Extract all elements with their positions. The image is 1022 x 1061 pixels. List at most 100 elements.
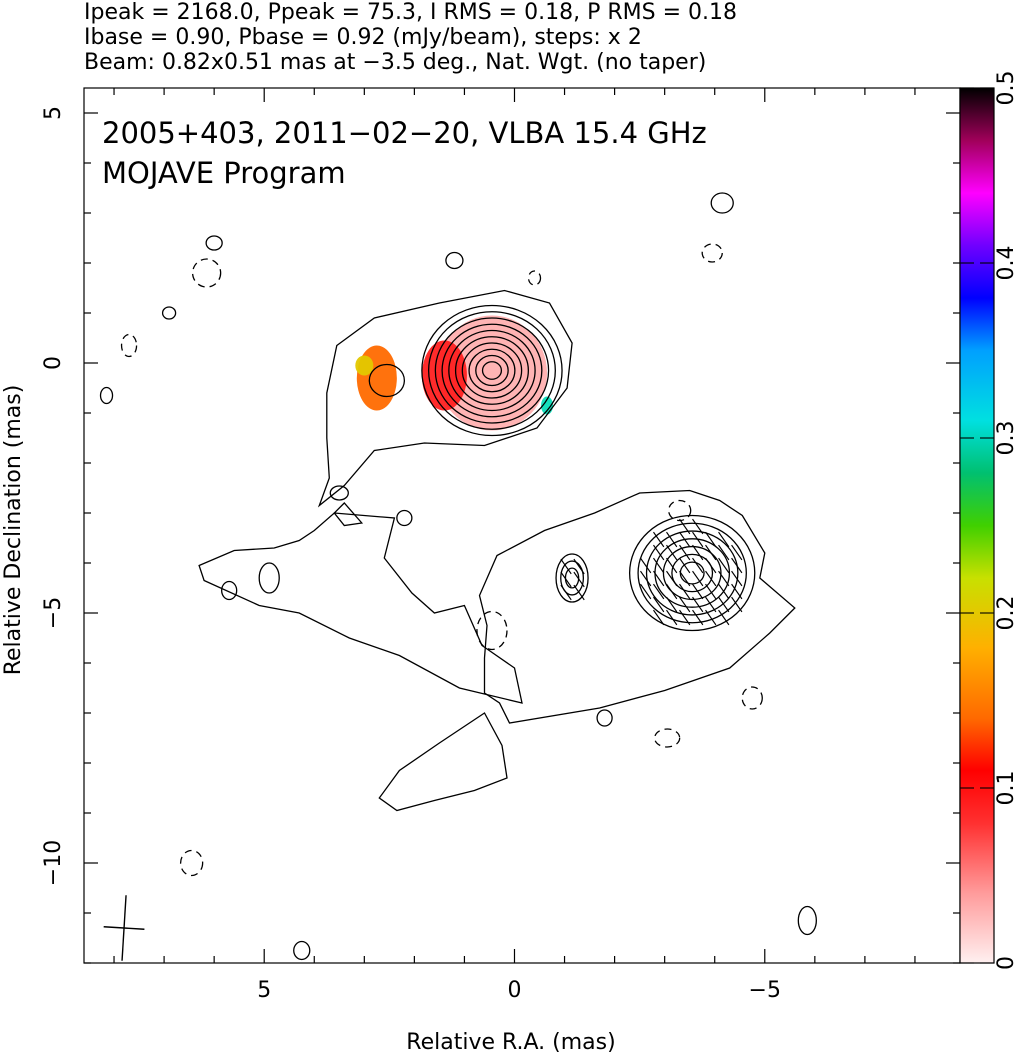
evpa-tick-1 bbox=[573, 584, 585, 601]
evpa-tick-0 bbox=[718, 531, 730, 548]
evpa-tick-0 bbox=[692, 518, 704, 535]
south-knot-contour-1 bbox=[560, 560, 585, 596]
x-axis-label: Relative R.A. (mas) bbox=[406, 1030, 616, 1055]
evpa-tick-0 bbox=[666, 583, 678, 600]
core-contour-2 bbox=[434, 317, 550, 424]
evpa-tick-0 bbox=[640, 557, 652, 574]
polarization-layer bbox=[355, 315, 554, 431]
small-contour-2 bbox=[99, 386, 114, 405]
axes-layer: 5 0 −5 5 0 −5 −10 bbox=[41, 87, 961, 1003]
small-contour-1 bbox=[161, 306, 177, 320]
outer-contour-0 bbox=[317, 289, 573, 508]
evpa-tick-0 bbox=[653, 570, 665, 587]
evpa-tick-0 bbox=[679, 583, 691, 600]
evpa-tick-0 bbox=[653, 531, 665, 548]
evpa-tick-0 bbox=[731, 557, 743, 574]
pol-region-2 bbox=[356, 345, 397, 411]
evpa-tick-0 bbox=[679, 609, 691, 626]
evpa-tick-0 bbox=[666, 557, 678, 574]
evpa-tick-0 bbox=[666, 609, 678, 626]
colorbar-tick-label: 0.3 bbox=[994, 421, 1019, 456]
small-contour-4 bbox=[710, 192, 734, 214]
negative-contour-0 bbox=[191, 258, 222, 288]
y-tick-label: −5 bbox=[41, 597, 66, 629]
evpa-tick-0 bbox=[705, 531, 717, 548]
core-contour-8 bbox=[475, 354, 509, 387]
negative-contour-1 bbox=[120, 333, 138, 358]
evpa-tick-0 bbox=[731, 570, 743, 587]
pol-region-3 bbox=[355, 355, 374, 376]
evpa-tick-1 bbox=[560, 571, 572, 588]
south-feature-contour-1 bbox=[637, 522, 747, 624]
small-contour-3 bbox=[445, 251, 464, 270]
y-tick-label: 0 bbox=[41, 356, 66, 370]
negative-contour-3 bbox=[654, 728, 681, 748]
evpa-tick-0 bbox=[705, 544, 717, 561]
colorbar-tick-label: 0.5 bbox=[994, 71, 1019, 106]
evpa-tick-0 bbox=[718, 596, 730, 613]
x-tick-label: 5 bbox=[257, 978, 271, 1003]
evpa-tick-0 bbox=[679, 531, 691, 548]
core-contour-1 bbox=[427, 311, 556, 430]
negative-contour-4 bbox=[741, 686, 763, 710]
evpa-tick-1 bbox=[573, 558, 585, 575]
negative-contour-8 bbox=[527, 270, 542, 286]
evpa-tick-0 bbox=[679, 596, 691, 613]
core-contour-3 bbox=[441, 323, 543, 418]
negative-contour-6 bbox=[668, 499, 692, 522]
small-contour-6 bbox=[596, 709, 613, 727]
evpa-tick-0 bbox=[666, 596, 678, 613]
outer-contour-2 bbox=[478, 489, 796, 724]
x-tick-label: 0 bbox=[507, 978, 521, 1003]
evpa-tick-0 bbox=[653, 557, 665, 574]
evpa-tick-0 bbox=[705, 609, 717, 626]
south-feature-contour-6 bbox=[679, 561, 705, 585]
evpa-tick-0 bbox=[666, 570, 678, 587]
evpa-tick-0 bbox=[692, 609, 704, 626]
small-contour-9 bbox=[797, 905, 817, 936]
evpa-tick-0 bbox=[705, 596, 717, 613]
outer-contour-3 bbox=[378, 712, 508, 812]
negative-contour-5 bbox=[701, 243, 723, 263]
evpa-tick-0 bbox=[731, 544, 743, 561]
evpa-tick-0 bbox=[679, 557, 691, 574]
evpa-tick-0 bbox=[705, 557, 717, 574]
header-line-1: Ipeak = 2168.0, Ppeak = 75.3, I RMS = 0.… bbox=[84, 0, 737, 25]
south-feature-contour-0 bbox=[628, 514, 756, 632]
small-contour-0 bbox=[205, 235, 223, 251]
evpa-tick-0 bbox=[718, 544, 730, 561]
core-contour-6 bbox=[461, 342, 523, 399]
beam-minor-axis bbox=[103, 926, 145, 930]
colorbar-tick-label: 0.4 bbox=[994, 246, 1019, 281]
evpa-tick-0 bbox=[692, 544, 704, 561]
south-knot-contour-0 bbox=[555, 553, 589, 603]
header-line-3: Beam: 0.82x0.51 mas at −3.5 deg., Nat. W… bbox=[84, 50, 707, 75]
colorbar-scale bbox=[959, 87, 995, 964]
east-component-contour-0 bbox=[368, 363, 406, 398]
negative-contour-2 bbox=[476, 610, 508, 651]
evpa-tick-0 bbox=[705, 583, 717, 600]
south-feature-contour-5 bbox=[671, 553, 714, 593]
evpa-tick-0 bbox=[679, 544, 691, 561]
evpa-tick-0 bbox=[653, 596, 665, 613]
evpa-tick-0 bbox=[692, 557, 704, 574]
evpa-tick-0 bbox=[653, 609, 665, 626]
evpa-tick-0 bbox=[692, 583, 704, 600]
y-tick-label: −10 bbox=[41, 840, 66, 886]
small-contour-5 bbox=[396, 509, 413, 527]
colorbar-tick-label: 0.2 bbox=[994, 596, 1019, 631]
evpa-tick-0 bbox=[718, 609, 730, 626]
evpa-tick-0 bbox=[679, 518, 691, 535]
y-axis-label: Relative Declination (mas) bbox=[1, 384, 26, 676]
evpa-tick-0 bbox=[718, 570, 730, 587]
outer-contour-1 bbox=[198, 512, 523, 704]
small-contour-10 bbox=[221, 580, 238, 601]
evpa-tick-1 bbox=[573, 571, 585, 588]
colorbar: 0 0.1 0.2 0.3 0.4 0.5 bbox=[959, 71, 1019, 970]
header-line-2: Ibase = 0.90, Pbase = 0.92 (mJy/beam), s… bbox=[84, 25, 642, 50]
evpa-tick-1 bbox=[560, 584, 572, 601]
evpa-tick-0 bbox=[666, 531, 678, 548]
evpa-tick-0 bbox=[731, 583, 743, 600]
core-contour-0 bbox=[421, 304, 563, 437]
colorbar-tick-label: 0 bbox=[994, 956, 1019, 970]
